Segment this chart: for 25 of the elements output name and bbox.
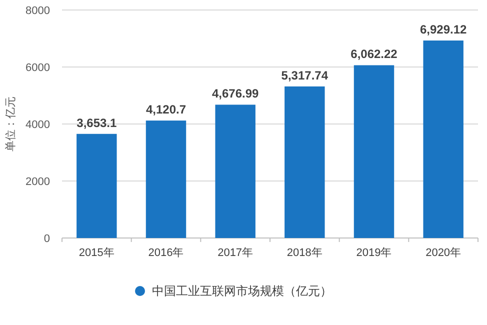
x-tick-label: 2015年 [78, 247, 114, 259]
data-label: 4,676.99 [212, 86, 260, 101]
y-tick-label: 0 [44, 233, 50, 245]
x-tick-label: 2018年 [286, 247, 322, 259]
bar [146, 120, 186, 238]
y-tick-label: 8000 [26, 5, 50, 17]
bar [284, 86, 325, 238]
y-tick-label: 6000 [26, 62, 50, 74]
y-axis-title: 单位：亿元 [4, 96, 17, 152]
data-label: 5,317.74 [281, 68, 328, 82]
x-tick-label: 2020年 [426, 247, 462, 259]
data-label: 4,120.7 [146, 102, 186, 117]
bar [76, 134, 117, 238]
bar [423, 40, 464, 238]
data-label: 6,929.12 [420, 22, 468, 37]
x-tick-label: 2016年 [148, 247, 184, 259]
bar [354, 65, 394, 238]
bar [215, 104, 256, 238]
legend-label: 中国工业互联网市场规模（亿元） [152, 284, 332, 298]
data-label: 6,062.22 [350, 47, 398, 62]
y-tick-label: 4000 [26, 119, 50, 131]
x-tick-label: 2019年 [356, 247, 392, 259]
y-tick-label: 2000 [26, 176, 50, 188]
x-tick-label: 2017年 [218, 247, 254, 259]
data-label: 3,653.1 [76, 116, 118, 130]
